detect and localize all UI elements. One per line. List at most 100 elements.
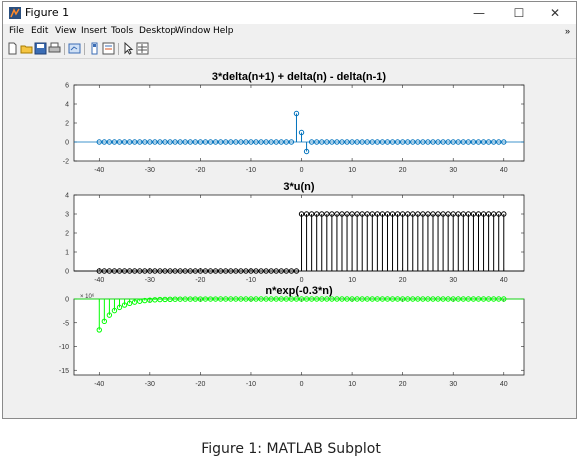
stem-marker [354,296,360,302]
stem-marker [288,268,295,274]
subplot-2: 3*u(n) -40 -30 -20 -10 0 10 20 30 40 0 1 2 3 4 [65,181,525,284]
stem-marker [450,296,456,302]
y-tick-label: 0 [65,269,69,276]
stem-marker [238,139,244,145]
window-title: Figure 1 [25,6,70,19]
x-tick-label: 10 [348,167,356,174]
stem-marker [228,139,234,145]
stem-marker [339,211,345,217]
stem-marker [313,296,320,302]
stem-marker [339,139,345,145]
stem-marker [324,139,330,145]
stem-marker [111,139,118,145]
stem-marker [440,139,446,145]
stem-marker [455,139,461,145]
x-tick-label: -20 [195,167,205,174]
stem-marker [182,296,188,302]
menu-desktop[interactable]: Desktop [139,26,177,36]
menu-window[interactable]: Window [175,26,211,36]
stem-marker [344,296,350,302]
stem-marker [465,139,472,145]
x-tick-label: -40 [94,167,104,174]
stem-marker [177,139,183,145]
stem-marker [470,211,477,217]
close-button[interactable]: ✕ [538,2,572,24]
stem-marker [248,296,254,302]
stem-marker [308,296,315,302]
stem-marker [420,139,426,145]
figure-canvas: 3*delta(n+1) + delta(n) - delta(n-1) -40 -… [3,59,576,418]
stem-marker [399,211,406,217]
stem-marker [248,139,254,145]
edit-plot-arrow-icon[interactable] [122,42,135,55]
maximize-button[interactable]: ☐ [502,2,536,24]
stem-marker [496,139,502,145]
stem-marker [369,296,376,302]
stem-marker [364,296,370,302]
menu-file[interactable]: File [9,26,25,36]
menu-view[interactable]: View [55,26,77,36]
stem-marker [116,139,123,145]
stem-marker [268,268,274,274]
minimize-button[interactable]: — [462,2,496,24]
stem-marker [192,268,199,274]
stem-marker [374,139,381,145]
stem-marker [420,211,426,217]
stem-marker [496,296,502,302]
x-tick-label: 20 [399,381,407,388]
stem-marker [460,211,467,217]
menu-overflow-icon[interactable]: » [564,26,570,36]
x-tick-label: -30 [145,381,155,388]
save-icon[interactable] [34,42,47,55]
stem-marker [258,268,264,274]
stem-marker [329,296,335,302]
minimize-icon: — [473,6,485,20]
toolbar-separator [64,43,65,55]
insert-legend-icon[interactable] [102,42,115,55]
menu-help[interactable]: Help [213,26,234,36]
link-plot-icon[interactable] [68,42,81,55]
stem-marker [278,268,285,274]
new-figure-icon[interactable] [6,42,19,55]
stem-marker [410,139,416,145]
y-tick-label: 2 [65,231,69,238]
toolbar [3,40,576,59]
open-file-icon[interactable] [20,42,33,55]
stem-marker [268,296,274,302]
menu-insert[interactable]: Insert [81,26,107,36]
stem-marker [101,139,108,145]
stem-marker [354,139,360,145]
axes-box [73,194,525,272]
stem-marker [480,211,487,217]
axes-box [73,84,525,162]
insert-colorbar-icon[interactable] [88,42,101,55]
stem-marker [349,296,355,302]
menu-tools[interactable]: Tools [111,26,134,36]
x-tick-label: 0 [300,167,304,174]
stem-marker [369,139,376,145]
stem-marker [379,296,386,302]
stem-marker [475,139,482,145]
stem-marker [425,139,431,145]
print-icon[interactable] [48,42,61,55]
stem-marker [324,211,330,217]
stem-marker [303,296,310,302]
stem-marker [162,268,168,274]
subplot-title: 3*u(n) [283,181,315,193]
stem-marker [157,139,163,145]
property-inspector-icon[interactable] [136,42,149,55]
stem-marker [485,296,492,302]
stem-marker [228,268,234,274]
stem-marker [490,211,497,217]
stem-marker [410,296,416,302]
stem-marker [293,268,300,274]
stem-marker [283,296,290,302]
stem-marker [192,296,199,302]
stem-marker [172,139,178,145]
menu-edit[interactable]: Edit [31,26,49,36]
x-tick-label: 30 [449,167,457,174]
stem-marker [212,296,219,302]
stem-marker [263,296,269,302]
stem-marker [111,307,118,314]
subplot-title: 3*delta(n+1) + delta(n) - delta(n-1) [212,71,387,83]
